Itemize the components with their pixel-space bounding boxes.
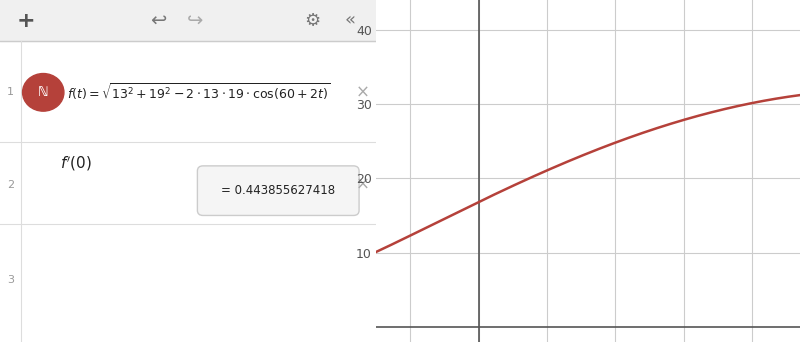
Circle shape [22, 74, 64, 111]
Text: «: « [344, 12, 355, 29]
Text: 3: 3 [7, 275, 14, 286]
Text: ℕ: ℕ [38, 86, 49, 99]
Text: 2: 2 [7, 180, 14, 190]
FancyBboxPatch shape [198, 166, 359, 215]
Text: = 0.443855627418: = 0.443855627418 [221, 184, 335, 197]
Text: +: + [17, 11, 36, 30]
Text: $f'(0)$: $f'(0)$ [60, 155, 92, 173]
Text: ×: × [356, 176, 370, 194]
FancyBboxPatch shape [0, 0, 376, 41]
Text: $f(t) = \sqrt{13^2 + 19^2 - 2 \cdot 13 \cdot 19 \cdot \cos(60 + 2t)}$: $f(t) = \sqrt{13^2 + 19^2 - 2 \cdot 13 \… [67, 82, 331, 103]
Text: 1: 1 [7, 87, 14, 97]
Text: ×: × [356, 83, 370, 101]
Text: ↩: ↩ [150, 11, 166, 30]
Text: ↪: ↪ [187, 11, 204, 30]
Text: ⚙: ⚙ [304, 12, 320, 29]
